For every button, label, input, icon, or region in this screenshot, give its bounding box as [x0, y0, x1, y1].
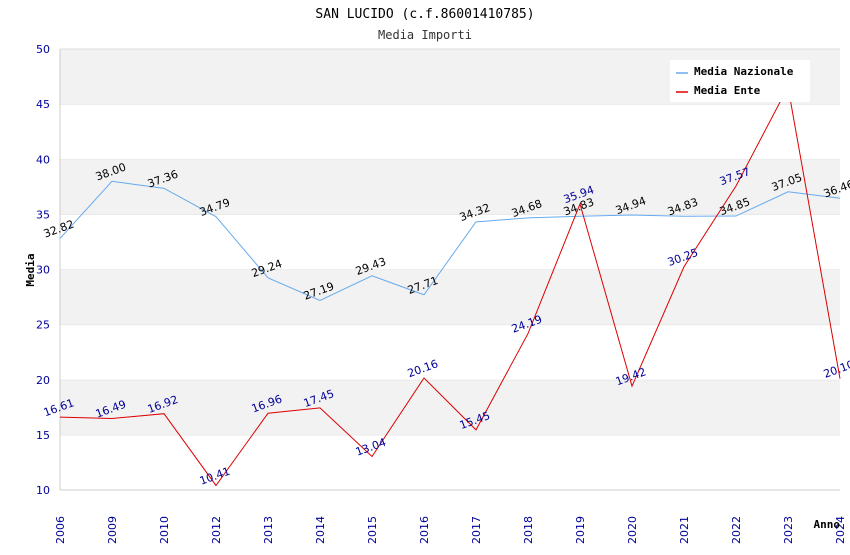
- x-tick-label: 2014: [314, 516, 327, 544]
- legend-label-ente: Media Ente: [694, 84, 761, 97]
- y-tick-label: 40: [36, 153, 50, 166]
- y-tick-label: 20: [36, 374, 50, 387]
- series-line-nazionale: [59, 180, 841, 302]
- x-tick-label: 2019: [574, 516, 587, 544]
- x-tick-label: 2024: [834, 516, 847, 544]
- background-band: [60, 434, 840, 490]
- x-axis-ticks: 2006 2009 2010 2012 2013 2014 2015 2016 2017 2018…: [54, 516, 847, 544]
- x-tick-label: 2015: [366, 516, 379, 544]
- background-band: [60, 214, 840, 270]
- y-tick-label: 50: [36, 43, 50, 56]
- x-tick-label: 2018: [522, 516, 535, 544]
- x-tick-label: 2006: [54, 516, 67, 544]
- plot-background-bands: [59, 48, 840, 491]
- x-tick-label: 2016: [418, 516, 431, 544]
- y-tick-label: 10: [36, 484, 50, 497]
- y-tick-label: 45: [36, 98, 50, 111]
- legend: Media Nazionale Media Ente: [670, 60, 810, 102]
- y-tick-label: 30: [36, 264, 50, 277]
- background-band: [60, 159, 840, 215]
- legend-box: [670, 60, 810, 102]
- x-tick-label: 2020: [626, 516, 639, 544]
- chart-subtitle: Media Importi: [378, 28, 472, 42]
- series-line-ente: [59, 85, 841, 487]
- x-tick-label: 2022: [730, 516, 743, 544]
- background-band: [60, 379, 840, 435]
- x-tick-label: 2017: [470, 516, 483, 544]
- x-tick-label: 2012: [210, 516, 223, 544]
- y-tick-label: 25: [36, 319, 50, 332]
- y-tick-label: 35: [36, 208, 50, 221]
- x-tick-label: 2021: [678, 516, 691, 544]
- y-axis-ticks: 10 15 20 25 30 35 40 45 50: [36, 43, 50, 497]
- chart-title: SAN LUCIDO (c.f.86001410785): [315, 7, 534, 22]
- background-band: [60, 324, 840, 380]
- x-tick-label: 2013: [262, 516, 275, 544]
- background-band: [60, 104, 840, 160]
- background-band: [60, 269, 840, 325]
- x-tick-label: 2023: [782, 516, 795, 544]
- x-tick-label: 2009: [106, 516, 119, 544]
- x-tick-label: 2010: [158, 516, 171, 544]
- series-lines: [59, 85, 841, 487]
- y-axis-label: Media: [24, 253, 37, 286]
- x-axis-label: Anno: [814, 518, 841, 531]
- y-tick-label: 15: [36, 429, 50, 442]
- legend-label-nazionale: Media Nazionale: [694, 65, 794, 78]
